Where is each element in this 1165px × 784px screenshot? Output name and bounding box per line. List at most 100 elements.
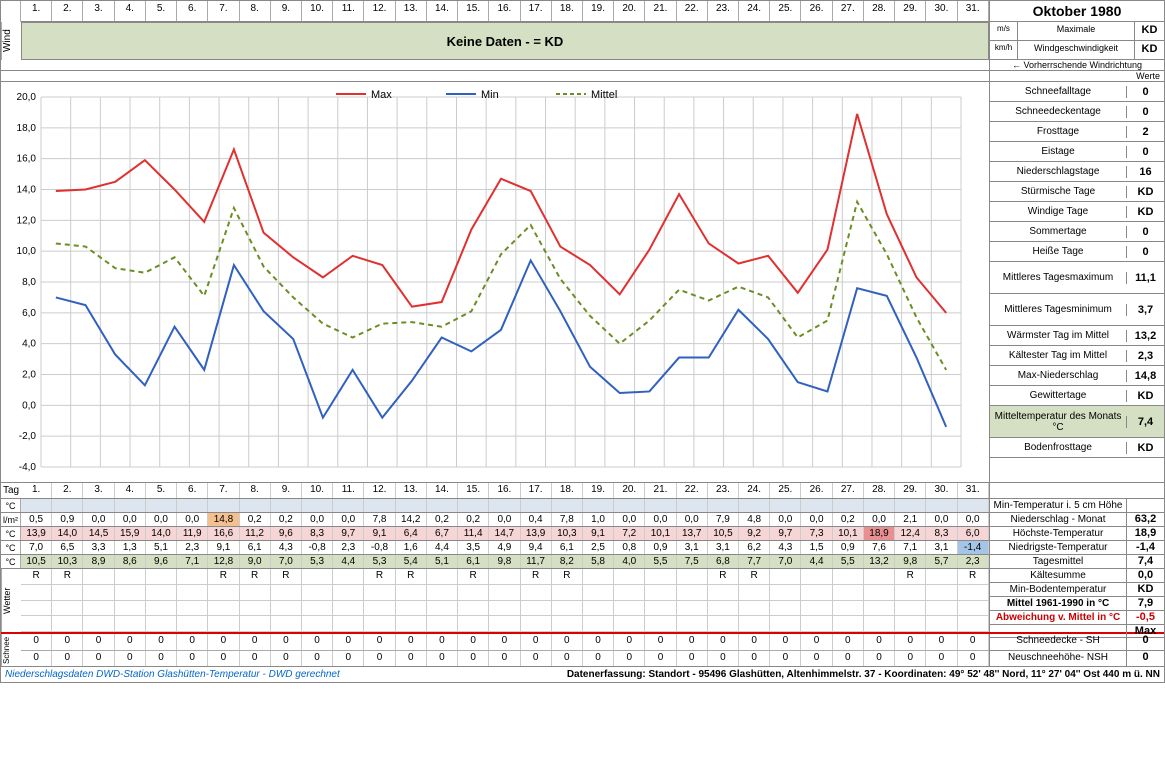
day-header: 24. [739,1,770,21]
wetter-cell: R [396,569,427,584]
data-cell [552,499,583,512]
day-header: 25. [770,1,801,21]
tag-day-row: 1.2.3.4.5.6.7.8.9.10.11.12.13.14.15.16.1… [21,483,989,498]
data-cell: 9,1 [583,527,614,540]
nsh-val: 0 [1126,651,1164,667]
schnee-cell: 0 [958,651,989,667]
data-cell: 1,0 [583,513,614,526]
wetter-cell [396,616,427,631]
data-cell [427,499,458,512]
data-cell [271,499,302,512]
data-cell: 10,3 [552,527,583,540]
wetter-cell [240,601,271,616]
wetter-cell [333,616,364,631]
wetter-cell [146,585,177,600]
data-cell: 14,0 [146,527,177,540]
schnee-cell: 0 [83,651,114,667]
data-cell: 7,0 [21,541,52,554]
schnee-cell: 0 [895,651,926,667]
footer-left: Niederschlagsdaten DWD-Station Glashütte… [5,669,340,680]
schnee-cell: 0 [458,651,489,667]
data-cell: 9,0 [240,555,271,568]
stat-value: 0 [1126,146,1164,158]
data-cell [364,499,395,512]
schnee-cell: 0 [364,634,395,650]
sh-row: 0000000000000000000000000000000 [21,634,989,651]
row-unit: l/m² [1,513,21,526]
data-cell: 13,2 [864,555,895,568]
wetter-cell [271,585,302,600]
day-header: 13. [396,1,427,21]
schnee-cell: 0 [52,651,83,667]
schnee-cell: 0 [83,634,114,650]
schnee-cell: 0 [552,651,583,667]
wetter-cell [677,585,708,600]
day-header: 8. [240,1,271,21]
wetter-cell [770,616,801,631]
wetter-cell [895,616,926,631]
stat-value: 11,1 [1126,272,1164,284]
wetter-cell [833,601,864,616]
wetter-cell [895,585,926,600]
tag-cell: 22. [677,483,708,498]
tag-cell: 6. [177,483,208,498]
data-cell: 6,0 [958,527,989,540]
wetter-cell [770,569,801,584]
wetter-cell [864,585,895,600]
data-cell: 1,5 [801,541,832,554]
data-cell [302,499,333,512]
schnee-cell: 0 [677,651,708,667]
wind-direction-label: ← Vorherrschende Windrichtung [990,60,1164,70]
data-cell: 8,3 [926,527,957,540]
footer-right: Datenerfassung: Standort - 95496 Glashüt… [567,669,1160,680]
day-header: 29. [895,1,926,21]
werte-label: Werte [989,71,1164,81]
data-cell [177,499,208,512]
stat-value: 14,8 [1126,370,1164,382]
data-cell: 0,9 [52,513,83,526]
schnee-cell: 0 [302,634,333,650]
stat-label: Niederschlagstage [990,166,1126,177]
wetter-cell: R [739,569,770,584]
schnee-cell: 0 [115,651,146,667]
data-cell: 5,5 [645,555,676,568]
wetter-cell [52,601,83,616]
data-cell [833,499,864,512]
tag-cell: 8. [240,483,271,498]
data-cell: 2,5 [583,541,614,554]
wetter-cell [396,601,427,616]
schnee-cell: 0 [208,634,239,650]
stat-value: 2,3 [1126,350,1164,362]
data-cell: 3,5 [458,541,489,554]
schnee-cell: 0 [146,651,177,667]
data-cell: 0,0 [801,513,832,526]
data-cell: 3,3 [83,541,114,554]
wetter-cell [739,601,770,616]
data-cell [864,499,895,512]
data-cell: 5,3 [364,555,395,568]
tag-cell: 2. [52,483,83,498]
stat-label: Kältester Tag im Mittel [990,350,1126,361]
stat-label: Schneedeckentage [990,106,1126,117]
tag-cell: 5. [146,483,177,498]
day-header: 6. [177,1,208,21]
data-cell: 7,9 [708,513,739,526]
data-cell: 9,1 [364,527,395,540]
wetter-cell [614,585,645,600]
schnee-cell: 0 [21,651,52,667]
data-cell [895,499,926,512]
wetter-cell [271,616,302,631]
wind-desc: Windgeschwindigkeit [1018,41,1134,59]
data-cell: 0,9 [645,541,676,554]
schnee-cell: 0 [333,651,364,667]
tag-cell: 18. [552,483,583,498]
wetter-cell [302,585,333,600]
wetter-cell [489,585,520,600]
sh-val: 0 [1126,634,1164,650]
data-cell: 10,5 [21,555,52,568]
tag-cell: 13. [396,483,427,498]
wetter-cell [52,616,83,631]
data-cell: 9,4 [521,541,552,554]
wetter-cell: R [240,569,271,584]
schnee-cell: 0 [645,634,676,650]
